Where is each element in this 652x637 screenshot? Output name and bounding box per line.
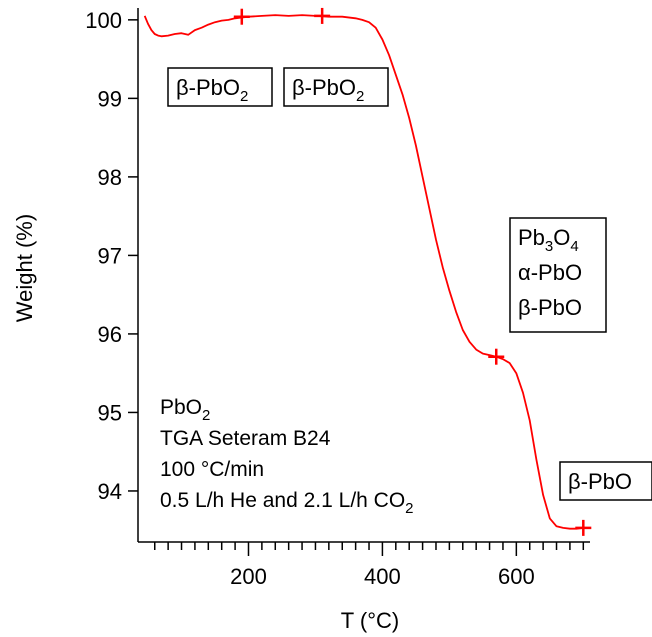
y-tick-label: 99 — [98, 86, 122, 111]
label-frame — [167, 67, 273, 107]
text-run: β-PbO — [292, 75, 356, 100]
text-run: β-PbO — [568, 469, 632, 494]
text-run: α-PbO — [518, 260, 582, 285]
subscript: 2 — [202, 407, 210, 424]
weight-curve — [143, 14, 584, 530]
data-point-marker — [488, 348, 505, 365]
text-run: 100 °C/min — [160, 458, 264, 481]
phase-label-text: Pb3O4 — [518, 225, 579, 255]
subscript: 2 — [240, 88, 248, 105]
y-tick-label: 100 — [85, 8, 122, 33]
phase-label-box: β-PbO2 — [283, 67, 389, 107]
subscript: 4 — [570, 238, 578, 255]
y-tick-label: 94 — [98, 479, 122, 504]
label-frame — [559, 461, 652, 501]
markers-layer — [233, 7, 592, 536]
data-point-marker — [314, 7, 331, 24]
y-tick-label: 95 — [98, 400, 122, 425]
data-point-marker — [233, 8, 250, 25]
phase-label-box: Pb3O4 α-PbO β-PbO — [509, 217, 607, 333]
phase-label-text: α-PbO — [518, 260, 582, 285]
y-axis-title: Weight (%) — [12, 214, 37, 322]
annotation-line: 0.5 L/h He and 2.1 L/h CO2 — [160, 489, 414, 517]
y-tick-label: 97 — [98, 243, 122, 268]
label-frame — [509, 217, 607, 333]
x-tick-label: 200 — [230, 564, 267, 589]
phase-label-text: β-PbO2 — [176, 75, 248, 105]
text-run: 0.5 L/h He and 2.1 L/h CO — [160, 489, 405, 512]
curve-layer — [143, 14, 584, 530]
annotation-line: 100 °C/min — [160, 458, 264, 481]
x-tick-label: 600 — [498, 564, 535, 589]
text-run: TGA Seteram B24 — [160, 427, 331, 450]
data-point-marker — [575, 519, 592, 536]
phase-label-text: β-PbO — [568, 469, 632, 494]
text-run: Pb — [518, 225, 545, 250]
text-run: PbO — [160, 396, 202, 419]
annotation-line: PbO2 — [160, 396, 210, 424]
phase-label-box: β-PbO2 — [167, 67, 273, 107]
text-run: β-PbO — [518, 295, 582, 320]
x-axis-title: T (°C) — [341, 608, 400, 633]
text-run: O — [553, 225, 570, 250]
label-frame — [283, 67, 389, 107]
text-run: β-PbO — [176, 75, 240, 100]
x-tick-label: 400 — [364, 564, 401, 589]
phase-label-box: β-PbO — [559, 461, 652, 501]
phase-label-text: β-PbO2 — [292, 75, 364, 105]
y-tick-label: 98 — [98, 165, 122, 190]
ticks: 94 95 96 97 98 99 100 200 400 600 — [85, 8, 585, 589]
subscript: 2 — [405, 500, 413, 517]
subscript: 2 — [356, 88, 364, 105]
subscript: 3 — [545, 238, 553, 255]
annotation-line: TGA Seteram B24 — [160, 427, 331, 450]
y-tick-label: 96 — [98, 322, 122, 347]
phase-label-text: β-PbO — [518, 295, 582, 320]
axes — [137, 8, 590, 543]
